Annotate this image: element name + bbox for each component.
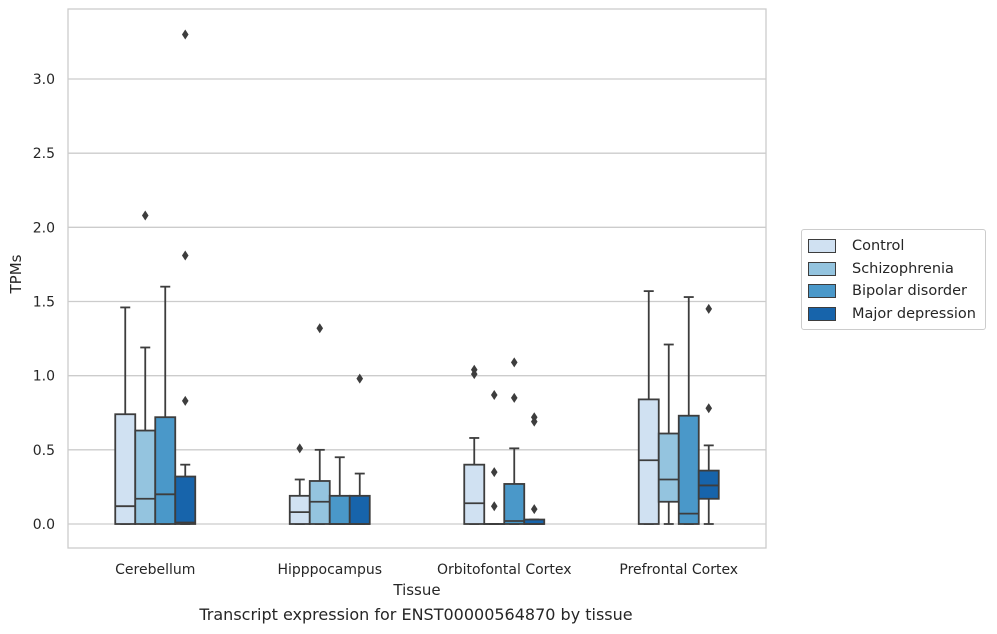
outlier-point (181, 29, 189, 40)
outlier-point (141, 210, 149, 221)
outlier-point (530, 504, 538, 515)
outlier-point (490, 467, 498, 478)
outlier-point (296, 443, 304, 454)
legend-label: Bipolar disorder (852, 283, 967, 300)
box (114, 413, 137, 525)
box (154, 416, 177, 525)
box-0-2 (154, 285, 177, 525)
box-3-0 (637, 290, 660, 525)
legend-label: Major depression (852, 305, 976, 322)
outlier-point (181, 395, 189, 406)
box-3-3 (697, 303, 720, 525)
legend-item: Bipolar disorder (802, 280, 985, 303)
x-tick-label: Orbitofontal Cortex (437, 562, 572, 578)
box (288, 494, 311, 525)
plot-frame (67, 8, 767, 549)
y-tick-label: 2.5 (33, 146, 55, 162)
box-1-3 (348, 373, 371, 525)
box-0-1 (134, 210, 157, 525)
outlier-point (705, 303, 713, 314)
y-tick-labels: 0.0 0.5 1.0 1.5 2.0 2.5 3.0 (33, 72, 55, 533)
y-tick-label: 1.5 (33, 295, 55, 311)
box (174, 475, 197, 525)
box-2-0 (463, 364, 486, 525)
x-tick-label: Prefrontal Cortex (619, 562, 738, 578)
box-2-1 (483, 389, 506, 525)
box-2-3 (523, 412, 546, 525)
x-tick-label: Cerebellum (115, 562, 195, 578)
legend-swatch (808, 284, 836, 299)
gridlines (68, 78, 766, 525)
x-tick-labels: Cerebellum Hipppocampus Orbitofontal Corte… (115, 562, 738, 578)
box-3-1 (657, 343, 680, 525)
y-axis-label: TPMs (7, 254, 25, 294)
outlier-point (316, 323, 324, 334)
box-1-2 (328, 456, 351, 525)
y-tick-label: 1.0 (33, 369, 55, 385)
box (503, 483, 526, 525)
box (134, 429, 157, 525)
legend-label: Schizophrenia (852, 260, 954, 277)
legend-swatch (808, 261, 836, 276)
box (657, 432, 680, 503)
box-0-0 (114, 306, 137, 525)
box (637, 398, 660, 525)
legend-swatch (808, 239, 836, 254)
outlier-point (490, 389, 498, 400)
outlier-point (510, 392, 518, 403)
box (463, 463, 486, 525)
outlier-point (510, 357, 518, 368)
box-groups (114, 29, 720, 525)
legend: Control Schizophrenia Bipolar disorder Majo… (801, 229, 986, 330)
legend-label: Control (852, 238, 905, 255)
box-1-0 (288, 443, 311, 525)
outlier-point (490, 501, 498, 512)
outlier-point (470, 364, 478, 375)
y-tick-label: 3.0 (33, 72, 55, 88)
x-tick-label: Hipppocampus (277, 562, 382, 578)
box-2-2 (503, 357, 526, 525)
box (328, 494, 351, 525)
y-tick-label: 0.0 (33, 517, 55, 533)
box (677, 414, 700, 525)
outlier-point (181, 250, 189, 261)
x-axis-label: Tissue (392, 581, 440, 599)
figure-caption: Transcript expression for ENST0000056487… (199, 605, 633, 624)
outlier-point (530, 412, 538, 423)
box (348, 494, 371, 525)
outlier-point (705, 403, 713, 414)
box-1-1 (308, 323, 331, 525)
y-tick-label: 2.0 (33, 220, 55, 236)
box-3-2 (677, 296, 700, 525)
legend-item: Control (802, 235, 985, 258)
outlier-point (356, 373, 364, 384)
legend-item: Schizophrenia (802, 258, 985, 281)
box-0-3 (174, 29, 197, 525)
legend-item: Major depression (802, 303, 985, 326)
y-tick-label: 0.5 (33, 443, 55, 459)
legend-swatch (808, 306, 836, 321)
